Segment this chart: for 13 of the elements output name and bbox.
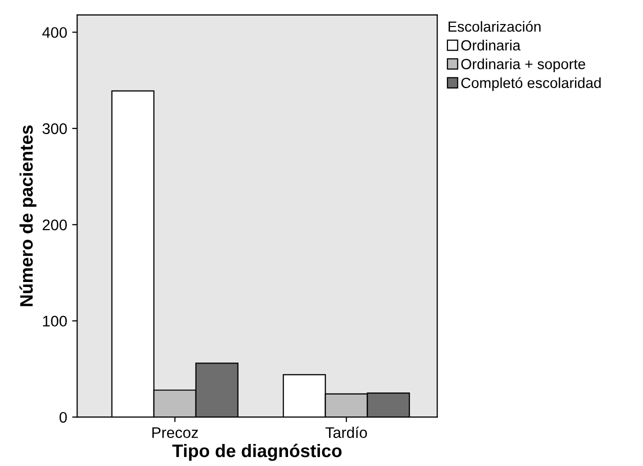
y-tick-label: 200 [42, 220, 67, 230]
y-tick-label: 0 [60, 412, 67, 423]
x-tick-label: Precoz [152, 427, 198, 438]
y-tick-label: 400 [42, 27, 67, 38]
y-tick-label: 100 [43, 316, 67, 327]
y-axis-title: Número de pacientes [19, 125, 36, 306]
legend-label: Ordinaria + soporte [461, 58, 586, 72]
y-tick-label: 300 [42, 123, 67, 134]
x-axis-title: Tipo de diagnóstico [172, 444, 342, 461]
legend-label: Ordinaria [461, 40, 521, 51]
legend-label: Completó escolaridad [461, 77, 601, 91]
x-tick-label: Tardío [325, 426, 367, 438]
legend-title: Escolarización [448, 20, 541, 32]
